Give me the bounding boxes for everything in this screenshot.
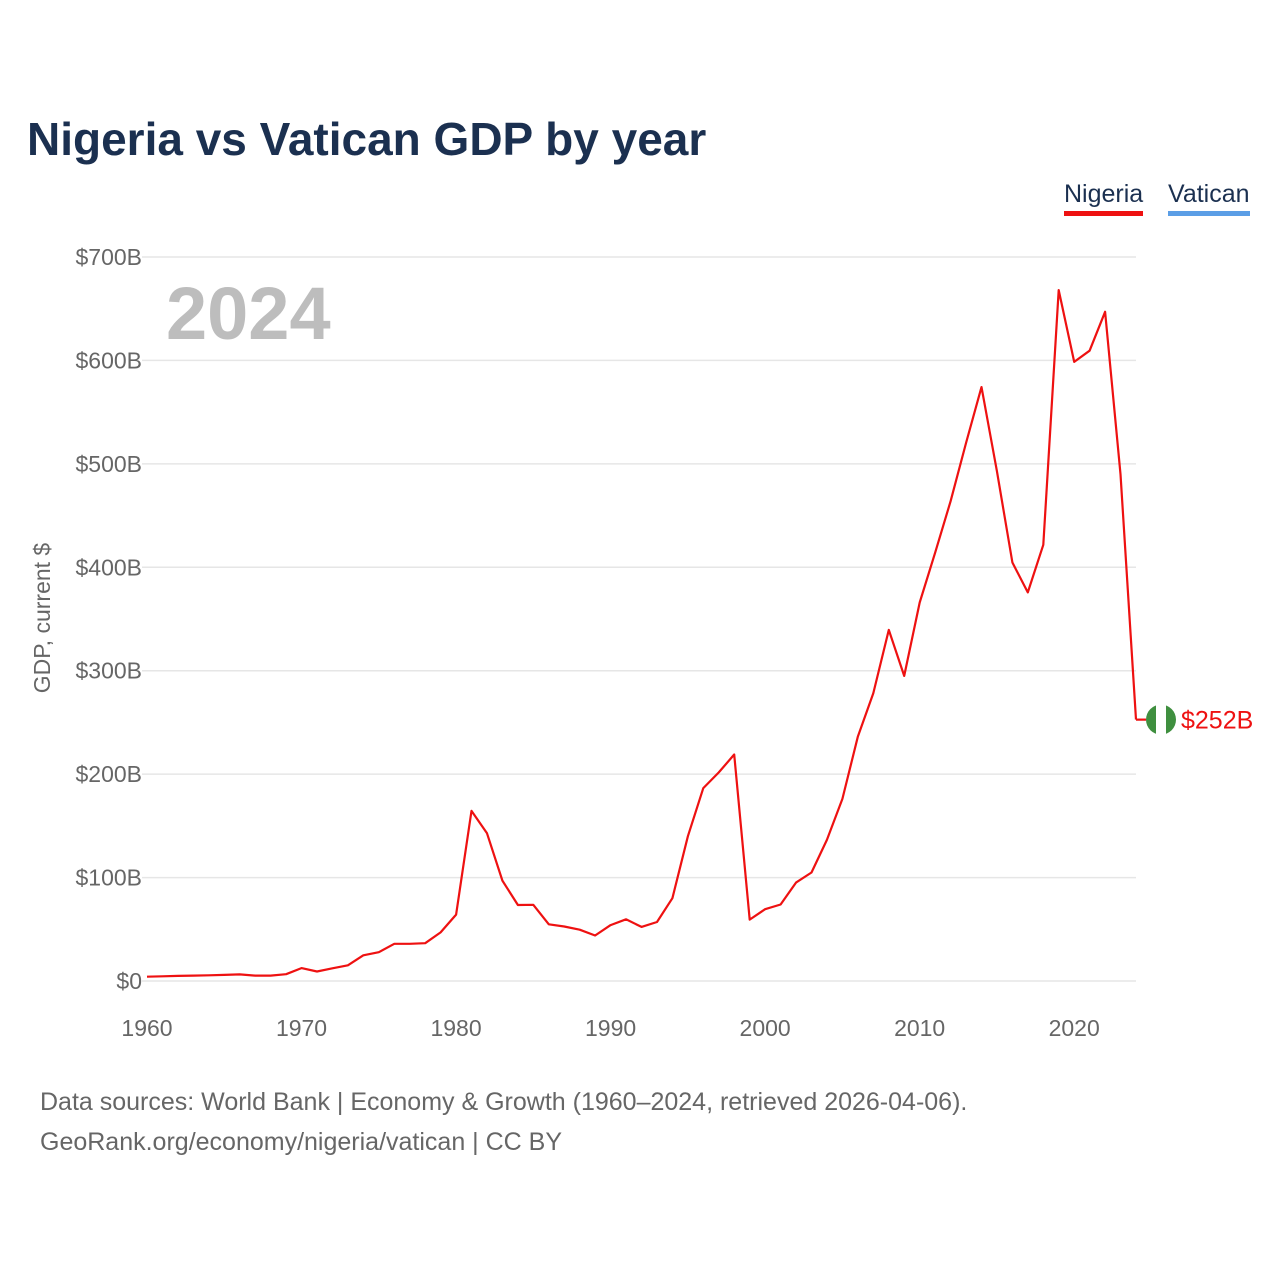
gridlines — [142, 256, 1136, 982]
y-tick-label: $400B — [75, 554, 142, 580]
x-tick-label: 2020 — [1049, 1015, 1100, 1041]
y-tick-label: $300B — [75, 658, 142, 684]
footer-sources: Data sources: World Bank | Economy & Gro… — [40, 1088, 968, 1116]
y-tick-label: $0 — [116, 968, 142, 994]
footer-credit: GeoRank.org/economy/nigeria/vatican | CC… — [40, 1128, 563, 1156]
y-tick-label: $600B — [75, 347, 142, 373]
x-tick-label: 1960 — [121, 1015, 172, 1041]
series-lines — [146, 289, 1138, 978]
y-tick-label: $200B — [75, 761, 142, 787]
chart-title: Nigeria vs Vatican GDP by year — [27, 113, 707, 165]
year-label: 2024 — [166, 272, 331, 355]
legend-item-vatican[interactable]: Vatican — [1168, 180, 1250, 216]
end-marker: $252B — [1136, 704, 1253, 735]
x-tick-label: 1980 — [430, 1015, 481, 1041]
x-tick-label: 2000 — [740, 1015, 791, 1041]
y-axis-label: GDP, current $ — [29, 543, 55, 694]
legend-item-nigeria[interactable]: Nigeria — [1064, 180, 1144, 216]
end-value-label: $252B — [1181, 707, 1253, 735]
footer: Data sources: World Bank | Economy & Gro… — [40, 1082, 967, 1162]
series-line-nigeria[interactable] — [146, 289, 1138, 978]
x-axis-tick-labels: 1960 1970 1980 1990 2000 2010 2020 — [121, 1015, 1099, 1041]
x-tick-label: 1990 — [585, 1015, 636, 1041]
x-tick-label: 1970 — [276, 1015, 327, 1041]
y-tick-label: $700B — [75, 244, 142, 270]
y-axis-tick-labels: $0 $100B $200B $300B $400B $500B $600B $700B — [75, 244, 142, 994]
y-tick-label: $100B — [75, 865, 142, 891]
y-tick-label: $500B — [75, 451, 142, 477]
x-tick-label: 2010 — [894, 1015, 945, 1041]
nigeria-flag-icon — [1146, 704, 1176, 735]
